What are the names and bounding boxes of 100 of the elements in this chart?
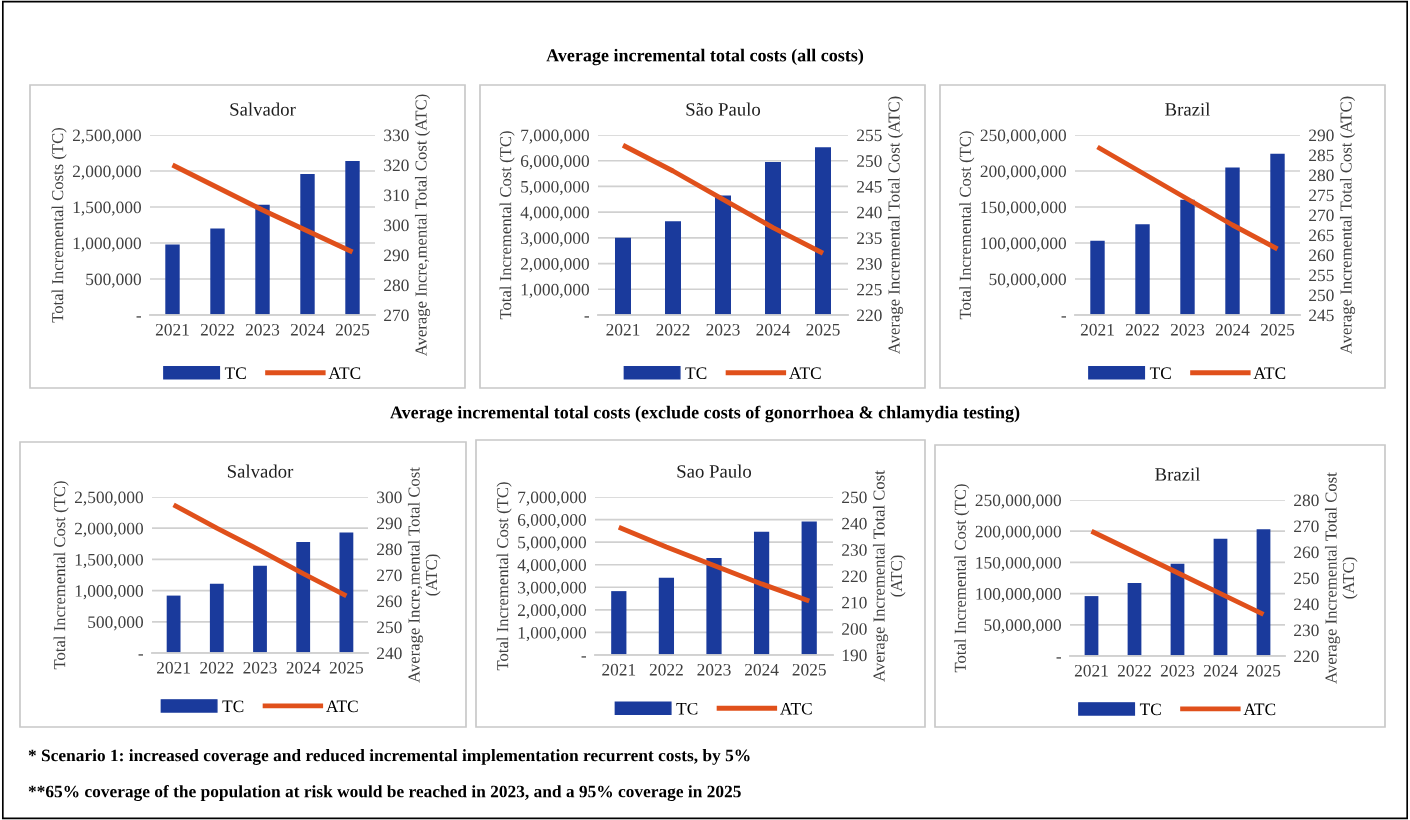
y-tick-label: 1,000,000 <box>521 283 589 298</box>
y2-tick-label: 260 <box>377 595 402 608</box>
y-tick-label: 100,000,000 <box>976 588 1061 603</box>
y2-tick-label: 300 <box>384 219 409 232</box>
y-tick-label: 100,000,000 <box>981 237 1066 252</box>
y-axis-title: Total Incremental Cost (TC) <box>499 131 515 320</box>
chart-title: Salvador <box>227 464 294 478</box>
y-tick-label: 2,000,000 <box>74 522 143 537</box>
x-tick-label: 2024 <box>1203 664 1238 677</box>
x-tick-label: 2025 <box>329 661 364 674</box>
line-series <box>171 502 349 599</box>
bar <box>1256 529 1271 656</box>
y2-axis-title: Average Incremental Total Cost (ATC) <box>872 470 906 682</box>
x-tick-label: 2022 <box>200 661 234 674</box>
bar <box>1127 582 1142 656</box>
y-tick-label: 6,000,000 <box>517 514 586 529</box>
y2-tick-label: 255 <box>857 129 882 142</box>
y2-axis-title: Average Incre,mental Total Cost (ATC) <box>407 467 441 683</box>
x-tick-label: 2022 <box>200 323 234 336</box>
y2-tick-label: 220 <box>1294 650 1319 663</box>
x-tick-label: 2022 <box>1125 323 1159 336</box>
x-tick-label: 2025 <box>1246 664 1281 677</box>
y-tick-label: 3,000,000 <box>521 232 589 247</box>
x-tick-label: 2023 <box>1160 664 1195 677</box>
bar <box>296 541 311 653</box>
y2-tick-label: 230 <box>1294 624 1319 637</box>
y-tick-label: 500,000 <box>86 273 141 288</box>
y-tick-label: 200,000,000 <box>975 525 1061 540</box>
bar <box>765 162 781 315</box>
bar <box>339 532 354 653</box>
bar <box>253 565 267 653</box>
chart-title: Brazil <box>1155 467 1201 481</box>
bar <box>1090 240 1105 315</box>
line-series <box>1089 528 1266 617</box>
y-axis-title: Total Incremental Cost (TC) <box>53 481 69 670</box>
bar <box>658 577 675 655</box>
x-tick-label: 2025 <box>335 323 370 336</box>
y2-tick-label: 330 <box>384 129 409 142</box>
x-tick-label: 2023 <box>1170 323 1205 336</box>
y2-tick-label: 250 <box>377 621 402 634</box>
bar <box>209 583 224 653</box>
y-tick-label: 50,000,000 <box>989 273 1066 288</box>
y2-axis-title: Average Incremental Total Cost (ATC) <box>1339 96 1356 354</box>
y2-tick-label: 290 <box>1309 129 1334 142</box>
y2-tick-label: 280 <box>1309 169 1334 182</box>
y2-tick-label: 275 <box>1309 189 1334 202</box>
y2-tick-label: 300 <box>377 491 402 504</box>
y-tick-label: - <box>136 316 142 318</box>
bar <box>300 173 315 315</box>
y2-tick-label: 310 <box>384 189 409 202</box>
legend-label: ATC <box>1253 367 1286 379</box>
text: Average incremental total costs (all costs) <box>546 48 864 66</box>
bar <box>255 204 270 315</box>
y2-axis-title: Average Incremental Total Cost (ATC) <box>887 96 904 354</box>
y2-tick-label: 245 <box>857 180 882 193</box>
y2-tick-label: 265 <box>1309 229 1334 242</box>
y2-tick-label: 250 <box>842 491 867 504</box>
text: **65% coverage of the population at risk would be reached in 2023, and a 95% coverage in 2025 <box>28 784 741 802</box>
y2-tick-label: 245 <box>1309 309 1334 322</box>
bar <box>210 228 225 315</box>
bar <box>1225 167 1240 315</box>
x-tick-label: 2022 <box>1117 664 1151 677</box>
y2-tick-label: 250 <box>1294 572 1319 585</box>
y-tick-label: - <box>1061 316 1067 318</box>
x-tick-label: 2023 <box>697 663 731 676</box>
y-tick-label: 4,000,000 <box>517 559 586 574</box>
y-tick-label: 50,000,000 <box>984 619 1061 634</box>
legend-label: TC <box>685 367 707 379</box>
bar <box>611 591 627 655</box>
y-tick-label: 1,000,000 <box>518 626 586 642</box>
y-tick-label: 1,000,000 <box>75 585 143 600</box>
x-tick-label: 2023 <box>245 323 280 336</box>
y2-tick-label: 290 <box>377 517 402 530</box>
x-tick-label: 2021 <box>602 663 636 676</box>
y2-tick-label: 230 <box>857 258 882 270</box>
y2-tick-label: 255 <box>1309 269 1334 282</box>
y2-tick-label: 320 <box>384 159 409 172</box>
bar <box>665 221 681 315</box>
y-tick-label: 3,000,000 <box>518 581 586 596</box>
y2-tick-label: 200 <box>842 623 867 635</box>
legend-label: TC <box>1139 703 1161 716</box>
line-series <box>1095 144 1280 252</box>
y-tick-label: 1,500,000 <box>73 201 141 216</box>
x-tick-label: 2021 <box>155 323 189 336</box>
legend-label: TC <box>676 702 698 715</box>
x-tick-label: 2024 <box>1215 323 1250 336</box>
legend-label: ATC <box>1243 703 1276 716</box>
x-tick-label: 2023 <box>243 661 277 674</box>
bar <box>753 531 770 655</box>
x-tick-label: 2023 <box>706 323 740 336</box>
y2-tick-label: 270 <box>1309 209 1334 222</box>
y2-tick-label: 220 <box>857 309 882 322</box>
y2-tick-label: 240 <box>377 647 402 660</box>
y-tick-label: 2,000,000 <box>520 258 589 273</box>
y-tick-label: - <box>581 656 587 658</box>
y2-tick-label: 260 <box>1294 546 1319 559</box>
y-axis-title: Total Incremental Costs (TC) <box>51 127 67 323</box>
y-tick-label: 6,000,000 <box>520 155 589 170</box>
y-tick-label: - <box>584 316 590 318</box>
y2-tick-label: 270 <box>1294 520 1319 533</box>
